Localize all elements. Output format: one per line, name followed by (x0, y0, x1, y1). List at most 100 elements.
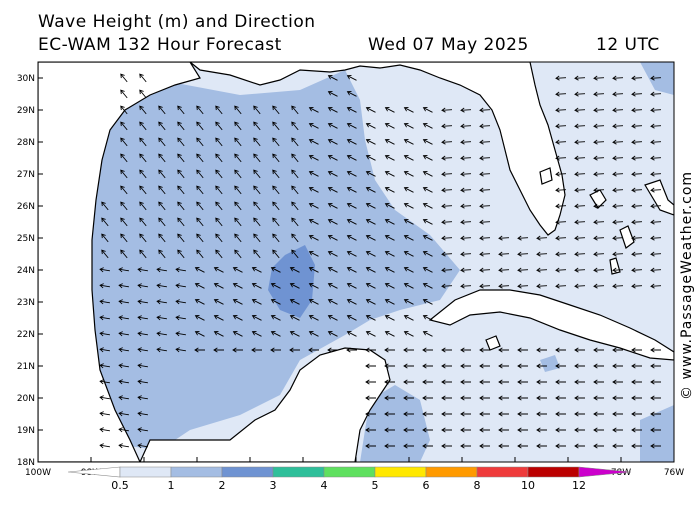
direction-arrow (365, 411, 376, 417)
direction-arrow (593, 187, 605, 193)
direction-arrow (612, 267, 624, 273)
direction-arrow (139, 249, 147, 259)
direction-arrow (403, 427, 414, 433)
wave-direction-arrows (99, 73, 662, 449)
direction-arrow (139, 233, 147, 243)
direction-arrow (612, 107, 624, 113)
direction-arrow (631, 267, 643, 273)
direction-arrow (479, 219, 491, 225)
direction-arrow (593, 203, 605, 209)
direction-arrow (498, 411, 509, 417)
direction-arrow (441, 171, 453, 177)
direction-arrow (460, 219, 472, 225)
legend-label: 6 (423, 479, 430, 492)
direction-arrow (555, 107, 567, 113)
direction-arrow (158, 185, 166, 195)
direction-arrow (650, 219, 662, 225)
direction-arrow (137, 443, 148, 449)
direction-arrow (650, 203, 662, 209)
direction-arrow (555, 155, 567, 161)
direction-arrow (403, 202, 414, 209)
direction-arrow (403, 314, 414, 321)
direction-arrow (215, 105, 223, 115)
direction-arrow (291, 169, 299, 179)
direction-arrow (327, 138, 338, 145)
direction-arrow (196, 105, 204, 115)
direction-arrow (441, 187, 453, 193)
direction-arrow (536, 379, 547, 385)
direction-arrow (422, 266, 433, 273)
direction-arrow (384, 395, 395, 401)
direction-arrow (234, 137, 242, 147)
direction-arrow (422, 379, 433, 385)
direction-arrow (612, 411, 623, 417)
direction-arrow (612, 139, 624, 145)
direction-arrow (612, 123, 624, 129)
direction-arrow (158, 249, 166, 259)
direction-arrow (158, 153, 166, 163)
direction-arrow (650, 411, 661, 417)
direction-arrow (196, 169, 204, 179)
direction-arrow (555, 267, 567, 273)
direction-arrow (403, 266, 414, 273)
direction-arrow (291, 249, 299, 259)
legend-swatch (374, 466, 427, 478)
direction-arrow (498, 363, 509, 369)
lat-tick-label: 25N (17, 234, 35, 244)
direction-arrow (384, 186, 395, 193)
direction-arrow (177, 105, 185, 115)
direction-arrow (139, 153, 147, 163)
direction-arrow (175, 315, 186, 321)
direction-arrow (479, 379, 490, 385)
direction-arrow (612, 171, 624, 177)
direction-arrow (365, 138, 376, 145)
direction-arrow (365, 202, 376, 209)
direction-arrow (327, 266, 338, 273)
direction-arrow (631, 363, 642, 369)
direction-arrow (232, 347, 243, 353)
direction-arrow (101, 249, 109, 259)
wave-field (38, 62, 674, 462)
direction-arrow (612, 155, 624, 161)
direction-arrow (232, 266, 243, 273)
direction-arrow (272, 137, 280, 147)
direction-arrow (308, 234, 319, 241)
direction-arrow (365, 218, 376, 225)
direction-arrow (175, 267, 186, 273)
direction-arrow (422, 106, 433, 113)
direction-arrow (612, 379, 623, 385)
direction-arrow (536, 427, 547, 433)
direction-arrow (384, 234, 395, 241)
direction-arrow (251, 298, 262, 305)
direction-arrow (593, 267, 605, 273)
direction-arrow (177, 121, 185, 131)
direction-arrow (384, 202, 395, 209)
direction-arrow (460, 347, 471, 353)
direction-arrow (384, 411, 395, 417)
wave-band-1-2-patch (540, 355, 560, 372)
direction-arrow (631, 171, 643, 177)
direction-arrow (631, 283, 643, 289)
direction-arrow (403, 395, 414, 401)
direction-arrow (215, 153, 223, 163)
direction-arrow (158, 169, 166, 179)
direction-arrow (441, 347, 452, 353)
direction-arrow (137, 427, 148, 433)
direction-arrow (479, 443, 490, 449)
direction-arrow (234, 201, 242, 211)
direction-arrow (365, 154, 376, 161)
direction-arrow (574, 411, 585, 417)
direction-arrow (194, 282, 205, 289)
direction-arrow (555, 139, 567, 145)
wave-band-1-2-ne (640, 62, 674, 95)
legend-swatch (425, 466, 478, 478)
direction-arrow (593, 155, 605, 161)
direction-arrow (272, 233, 280, 243)
direction-arrow (441, 203, 453, 209)
direction-arrow (555, 187, 567, 193)
direction-arrow (555, 123, 567, 129)
direction-arrow (422, 443, 433, 449)
direction-arrow (120, 137, 128, 147)
direction-arrow (593, 91, 605, 97)
direction-arrow (441, 267, 453, 273)
